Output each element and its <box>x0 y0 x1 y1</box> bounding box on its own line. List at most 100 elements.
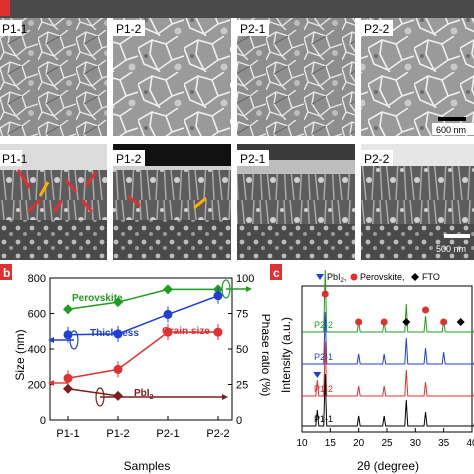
x-axis-label: Samples <box>124 459 171 473</box>
annotation-perovskite: Perovskite <box>72 293 123 304</box>
axis-oval-perovskite <box>221 279 231 299</box>
panel-b: b Size (nm) Phase ratio (%) Samples 0200… <box>0 264 270 473</box>
panel-c-axes: 10 15 20 25 30 35 40 <box>296 285 474 449</box>
data-point-grain-size <box>113 364 123 374</box>
axis-arrow-head-perovskite <box>246 286 252 292</box>
y-right-tick-label: 25 <box>236 380 248 392</box>
y-right-tick-label: 0 <box>236 415 242 427</box>
perovskite-peak-marker <box>422 306 430 314</box>
sem-bottom-labels: P1-1 P1-2 P2-1 P2-2 500 nm <box>0 150 470 254</box>
sem-top-label: P1-2 <box>116 22 142 36</box>
sem-top-row <box>0 0 474 136</box>
y-left-tick-label: 200 <box>28 380 46 392</box>
panel-a: P1-1 P1-2 P2-1 P2-2 600 nm <box>0 0 474 260</box>
scale-bar-bottom <box>444 234 470 238</box>
xrd-legend: PbI2, Perovskite, FTO <box>316 272 440 284</box>
sem-bottom-label: P2-2 <box>364 152 390 166</box>
y-axis-right-label: Phase ratio (%) <box>259 314 270 397</box>
sem-top-labels: P1-1 P1-2 P2-1 P2-2 600 nm <box>0 20 474 135</box>
annotation-pbi2-main: PbI <box>134 388 150 399</box>
series-line-thickness <box>67 295 219 336</box>
panel-b-marks <box>48 279 252 407</box>
y-left-tick-label: 400 <box>28 344 46 356</box>
xrd-x-tick-label: 20 <box>353 438 365 449</box>
series-line-pbi2 <box>67 388 119 397</box>
xrd-x-tick-label: 25 <box>381 438 393 449</box>
xrd-trace-label: P2-1 <box>314 352 333 362</box>
y-left-tick-label: 800 <box>28 273 46 285</box>
x-tick-label: P1-1 <box>56 428 79 440</box>
xrd-trace-p2-1 <box>302 311 474 365</box>
annotation-grain-size: Grain size <box>162 326 210 337</box>
series-line-grain-size <box>67 331 218 380</box>
annotation-pbi2-sub: 2 <box>150 394 154 401</box>
axis-arrow-head-grain <box>48 380 54 386</box>
annotation-thickness: Thickness <box>90 328 139 339</box>
panel-b-axes: 0 200 400 600 800 0 25 50 75 100 P1-1 P1-2 P2-1 P2-2 <box>28 273 255 440</box>
panel-b-badge-text: b <box>3 266 10 280</box>
xrd-trace-p2-2 <box>302 269 474 333</box>
xrd-trace-label: P1-2 <box>314 384 333 394</box>
xrd-trace-p1-1 <box>302 373 474 427</box>
xrd-trace-label: P1-1 <box>314 414 333 424</box>
void-arrows <box>16 169 207 214</box>
y-right-tick-label: 75 <box>236 309 248 321</box>
perovskite-peak-marker <box>440 318 448 326</box>
legend-pbi2-text: PbI2, <box>327 272 346 284</box>
xrd-x-tick-label: 15 <box>325 438 337 449</box>
data-point-grain-size <box>63 373 73 383</box>
data-point-perovskite <box>63 304 73 315</box>
y-left-tick-label: 600 <box>28 309 46 321</box>
panel-c-marks: P2-2 P2-1 P1-2 P1-1 <box>302 269 474 427</box>
axis-arrow-head-thickness <box>48 337 54 343</box>
axis-arrow-head-pbi2 <box>222 394 228 400</box>
y-axis-left-label: Size (nm) <box>13 329 27 380</box>
panel-b-badge <box>0 264 12 280</box>
legend-perovskite-text: Perovskite, <box>360 272 405 282</box>
sem-top-label: P1-1 <box>2 22 28 36</box>
sem-bottom-label: P1-1 <box>2 152 28 166</box>
scale-label-bottom: 500 nm <box>436 244 466 254</box>
sem-top-label: P2-2 <box>364 22 390 36</box>
data-point-pbi2 <box>113 390 123 401</box>
xrd-trace-label: P2-2 <box>314 320 333 330</box>
data-point-thickness <box>113 329 123 339</box>
xrd-x-tick-label: 30 <box>410 438 422 449</box>
xrd-trace-p1-2 <box>302 341 474 397</box>
scale-bar-top <box>438 117 466 121</box>
legend-fto-text: FTO <box>422 272 440 282</box>
xrd-x-tick-label: 10 <box>296 438 308 449</box>
axis-oval-thickness <box>69 330 79 350</box>
data-point-grain-size <box>213 327 223 337</box>
xrd-x-tick-label: 35 <box>438 438 450 449</box>
data-point-thickness <box>213 291 223 301</box>
perovskite-peak-marker <box>380 318 388 326</box>
data-point-perovskite <box>163 284 173 295</box>
y-left-tick-label: 0 <box>40 415 46 427</box>
xrd-x-tick-label: 40 <box>466 438 474 449</box>
panel-c-badge-text: c <box>273 266 280 280</box>
fto-peak-marker <box>456 318 465 326</box>
y-right-tick-label: 50 <box>236 344 248 356</box>
xrd-x-axis-label: 2θ (degree) <box>357 459 419 473</box>
y-right-tick-label: 100 <box>236 273 254 285</box>
data-point-perovskite <box>113 297 123 308</box>
pbi2-peak-marker <box>313 372 322 378</box>
perovskite-peak-marker <box>355 318 363 326</box>
fto-peak-marker <box>402 318 411 326</box>
perovskite-peak-marker <box>321 290 329 298</box>
sem-top-label: P2-1 <box>240 22 266 36</box>
data-point-pbi2 <box>63 383 73 394</box>
data-point-thickness <box>163 309 173 319</box>
panel-c-badge <box>270 264 282 280</box>
x-tick-label: P2-2 <box>206 428 229 440</box>
axis-oval-pbi2 <box>95 387 105 407</box>
panel-a-badge <box>0 0 10 16</box>
scale-label-top: 600 nm <box>436 125 466 135</box>
x-tick-label: P1-2 <box>106 428 129 440</box>
legend-pbi2-marker <box>316 274 324 280</box>
x-tick-label: P2-1 <box>156 428 179 440</box>
sem-bottom-label: P2-1 <box>240 152 266 166</box>
xrd-y-axis-label: Intensity (a.u.) <box>279 317 293 393</box>
